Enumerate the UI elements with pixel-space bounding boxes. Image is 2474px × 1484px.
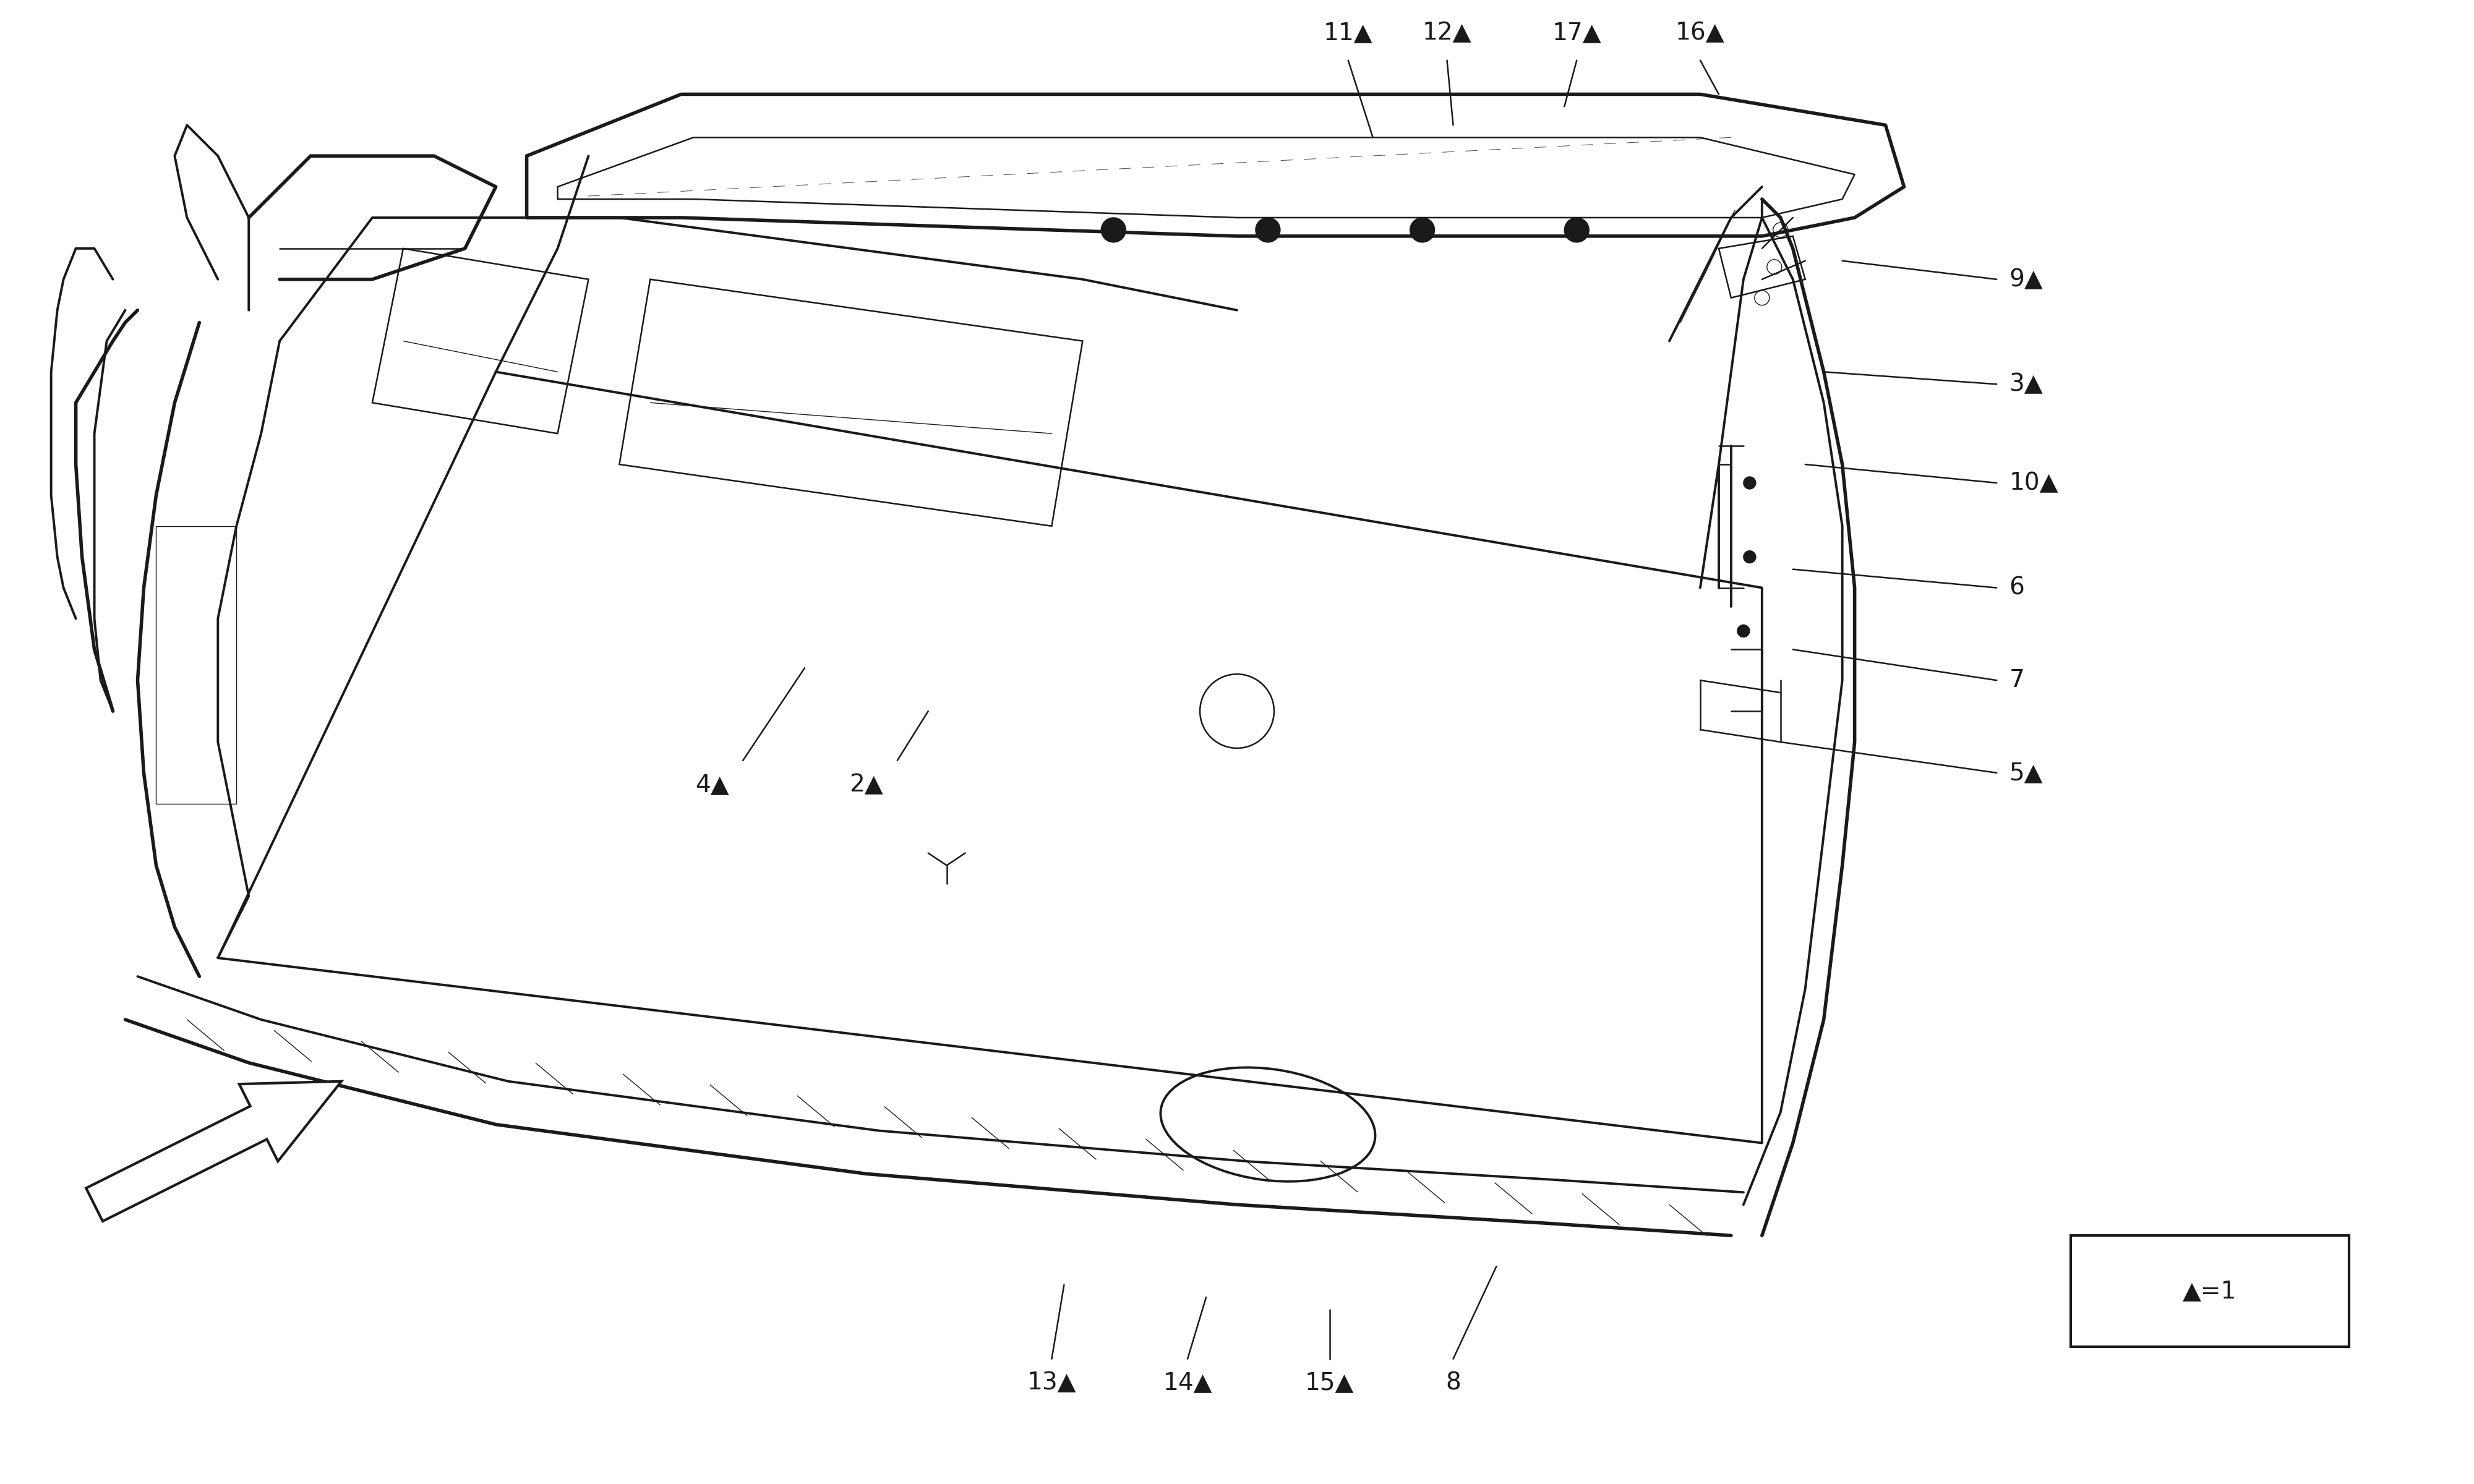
Text: 15▲: 15▲	[1306, 1371, 1353, 1395]
Text: 2▲: 2▲	[849, 773, 883, 797]
Text: 12▲: 12▲	[1423, 21, 1472, 45]
Text: 16▲: 16▲	[1675, 21, 1724, 45]
Circle shape	[1101, 218, 1126, 242]
Circle shape	[1564, 218, 1588, 242]
Text: 10▲: 10▲	[2009, 470, 2058, 494]
Text: 17▲: 17▲	[1551, 21, 1601, 45]
Polygon shape	[87, 1082, 341, 1221]
Text: 8: 8	[1445, 1371, 1460, 1395]
Circle shape	[1744, 551, 1757, 562]
FancyBboxPatch shape	[2071, 1236, 2348, 1346]
Circle shape	[1737, 625, 1749, 637]
Text: 6: 6	[2009, 576, 2024, 600]
Circle shape	[1410, 218, 1435, 242]
Text: 14▲: 14▲	[1163, 1371, 1212, 1395]
Text: 13▲: 13▲	[1027, 1371, 1076, 1395]
Circle shape	[1744, 476, 1757, 490]
Text: 9▲: 9▲	[2009, 267, 2044, 291]
Text: 5▲: 5▲	[2009, 761, 2044, 785]
Text: ▲=1: ▲=1	[2182, 1279, 2236, 1303]
Text: 11▲: 11▲	[1324, 21, 1373, 45]
Circle shape	[1254, 218, 1279, 242]
Text: 7: 7	[2009, 669, 2024, 692]
Text: 4▲: 4▲	[695, 773, 730, 797]
Text: 3▲: 3▲	[2009, 372, 2044, 396]
